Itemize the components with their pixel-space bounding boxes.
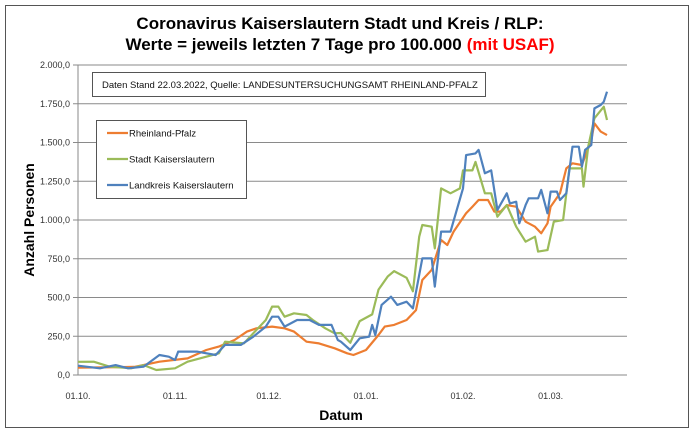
y-tick-label: 0,0: [57, 370, 70, 380]
x-tick-labels: 01.10. 01.11. 01.12. 01.01. 01.02. 01.03.: [65, 391, 563, 401]
y-tick-label: 1.500,0: [40, 138, 70, 148]
annotation-box: [92, 72, 486, 97]
y-tick-label: 1.250,0: [40, 176, 70, 186]
series-line-landkreis-kaiserslautern: [77, 91, 609, 370]
y-tick-label: 500,0: [47, 293, 70, 303]
x-tick-label: 01.02.: [450, 391, 475, 401]
legend: Rheinland-Pfalz Stadt Kaiserslautern Landk…: [96, 120, 247, 199]
y-tick-label: 750,0: [47, 254, 70, 264]
series-line-rheinland-pfalz: [77, 122, 608, 369]
x-tick-label: 01.01.: [353, 391, 378, 401]
x-tick-label: 01.03.: [538, 391, 563, 401]
chart-title-line1: Coronavirus Kaiserslautern Stadt und Kre…: [136, 14, 543, 33]
y-tick-label: 1.000,0: [40, 215, 70, 225]
y-axis-title: Anzahl Personen: [21, 163, 37, 277]
y-tick-label: 2.000,0: [40, 60, 70, 70]
x-tick-label: 01.11.: [163, 391, 187, 401]
legend-label: Landkreis Kaiserslautern: [129, 181, 234, 192]
series-lines: [77, 91, 609, 372]
y-tick-label: 250,0: [47, 331, 70, 341]
legend-label: Rheinland-Pfalz: [129, 129, 196, 140]
chart-title-main: Werte = jeweils letzten 7 Tage pro 100.0…: [125, 35, 461, 54]
x-axis-title: Datum: [319, 407, 363, 423]
legend-label: Stadt Kaiserslautern: [129, 155, 215, 166]
chart-title-line2: Werte = jeweils letzten 7 Tage pro 100.0…: [125, 35, 554, 54]
annotation-text: Daten Stand 22.03.2022, Quelle: LANDESUN…: [102, 80, 478, 91]
chart-border: [5, 5, 689, 428]
y-tick-label: 1.750,0: [40, 99, 70, 109]
x-tick-label: 01.10.: [65, 391, 90, 401]
x-tick-label: 01.12.: [256, 391, 281, 401]
y-tick-labels: 0,0 250,0 500,0 750,0 1.000,0 1.250,0 1.500,0 1…: [40, 60, 70, 380]
chart-title-highlight: (mit USAF): [467, 35, 555, 54]
